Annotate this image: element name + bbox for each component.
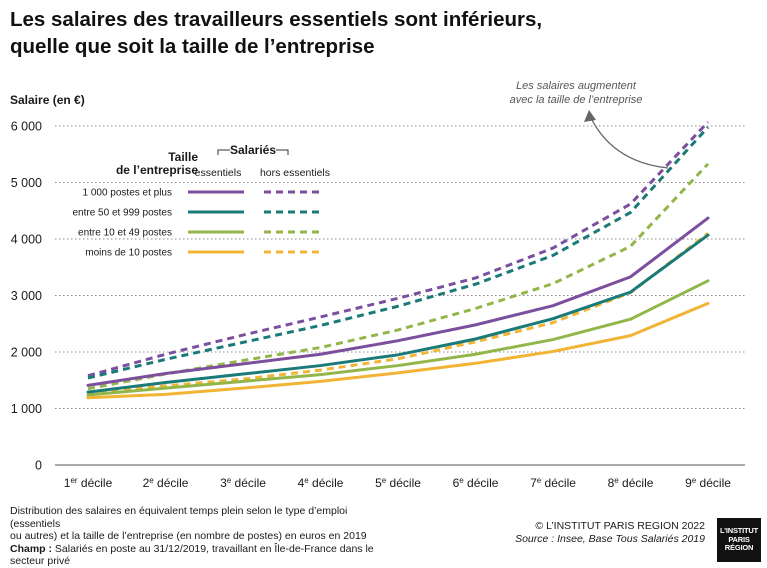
series-line-hors-essentiels-entre-50-et-999-postes: [87, 126, 710, 380]
x-tick-label: 5e décile: [375, 476, 421, 490]
series-line-essentiels-entre-10-et-49-postes: [86, 279, 710, 397]
copyright-text: © L’INSTITUT PARIS REGION 2022: [535, 520, 705, 532]
series-line-hors-essentiels-entre-10-et-49-postes: [87, 162, 710, 391]
champ-label: Champ :: [10, 542, 52, 555]
annotation-arrow-line: [589, 115, 669, 169]
x-tick-label: 9e décile: [685, 476, 731, 490]
footer-credits: © L’INSTITUT PARIS REGION 2022 Source : …: [515, 520, 705, 546]
footer-note: Distribution des salaires en équivalent …: [10, 505, 380, 568]
institut-logo: L’INSTITUT PARIS RÉGION: [717, 518, 761, 562]
chart-title-line1: Les salaires des travailleurs essentiels…: [10, 8, 543, 31]
logo-line1: L’INSTITUT: [720, 526, 758, 536]
legend-row-label: entre 10 et 49 postes: [78, 228, 172, 239]
y-tick-label: 4 000: [11, 233, 42, 247]
annotation-line1: Les salaires augmentent: [516, 80, 637, 92]
y-tick-label: 5 000: [11, 176, 42, 190]
logo-line3: RÉGION: [724, 543, 754, 553]
y-tick-label: 3 000: [11, 289, 42, 303]
legend-row-label: 1 000 postes et plus: [82, 188, 172, 199]
legend-title-line1: Taille: [168, 150, 198, 164]
legend-group-title: Salariés: [230, 143, 276, 157]
logo-line2: PARIS: [728, 534, 750, 544]
chart-title: Les salaires des travailleurs essentiels…: [10, 6, 650, 60]
legend-bracket-right: [276, 149, 289, 155]
footer-note-line2: ou autres) et la taille de l’entreprise …: [10, 530, 367, 542]
x-tick-label: 7e décile: [530, 476, 576, 490]
champ-text: Salariés en poste au 31/12/2019, travail…: [10, 542, 374, 568]
series-line-essentiels-moins-de-10-postes: [86, 301, 710, 400]
legend-col-hors-essentiels: hors essentiels: [260, 167, 330, 179]
y-axis-label: Salaire (en €): [10, 93, 85, 107]
annotation-line2: avec la taille de l’entreprise: [510, 94, 643, 106]
series-line-essentiels-1-000-postes-et-plus: [86, 216, 710, 387]
x-tick-label: 3e décile: [220, 476, 266, 490]
series-line-essentiels-entre-50-et-999-postes: [86, 233, 710, 394]
legend-row-label: entre 50 et 999 postes: [72, 208, 172, 219]
y-tick-label: 0: [35, 459, 42, 473]
annotation-arrow-head: [584, 110, 596, 122]
y-tick-label: 2 000: [11, 346, 42, 360]
chart-title-line2: quelle que soit la taille de l’entrepris…: [10, 35, 375, 58]
x-tick-label: 6e décile: [453, 476, 499, 490]
y-tick-label: 6 000: [11, 120, 42, 134]
legend-bracket-left: [217, 149, 230, 155]
legend-title-line2: de l’entreprise: [116, 163, 198, 177]
series-line-hors-essentiels-moins-de-10-postes: [87, 232, 709, 395]
x-tick-label: 2e décile: [143, 476, 189, 490]
source-text: Source : Insee, Base Tous Salariés 2019: [515, 533, 705, 545]
y-tick-label: 1 000: [11, 402, 42, 416]
series-line-hors-essentiels-1-000-postes-et-plus: [87, 121, 710, 378]
x-tick-label: 1er décile: [64, 476, 113, 490]
footer-note-line1: Distribution des salaires en équivalent …: [10, 505, 348, 530]
footer-champ: Champ : Salariés en poste au 31/12/2019,…: [10, 543, 380, 568]
x-tick-label: 4e décile: [298, 476, 344, 490]
legend-row-label: moins de 10 postes: [85, 248, 172, 259]
x-tick-label: 8e décile: [608, 476, 654, 490]
legend-col-essentiels: essentiels: [195, 167, 242, 179]
